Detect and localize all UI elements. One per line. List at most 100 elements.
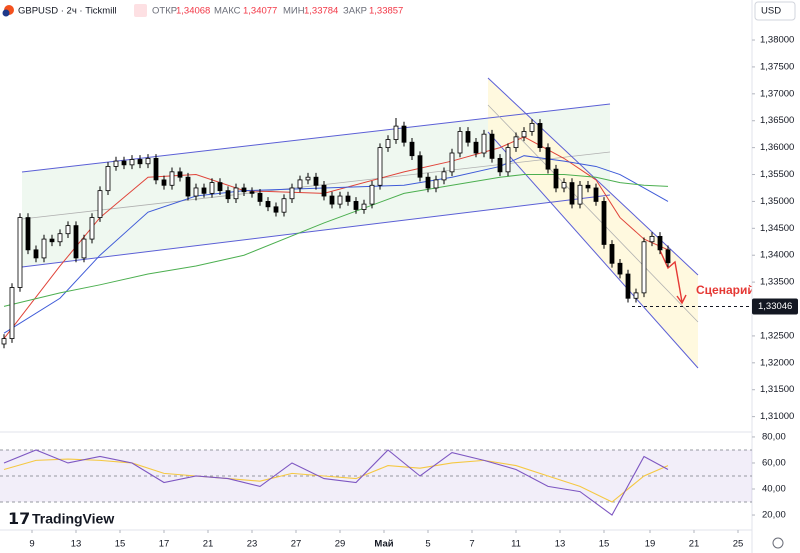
candle-body [193,187,199,197]
brand: TradingView [32,511,114,527]
candle-body [481,133,487,154]
y-tick-label: 80,00 [762,431,786,442]
candle-body [161,179,167,186]
rsi-line [3,458,669,503]
candle-body [441,171,447,181]
candle-body [241,187,247,193]
candle-body [137,159,143,165]
last-price-label: 1,33046 [758,301,792,312]
candle-body [417,155,423,178]
close-label: ЗАКР [343,6,367,17]
candle-body [17,217,23,288]
candle-body [273,206,279,213]
candle-body [401,125,407,143]
candle-body [265,201,271,208]
moving-average [3,136,669,339]
candle-body [489,133,495,159]
candle-body [361,203,367,210]
currency[interactable]: USD [761,6,781,17]
candle-body [41,238,47,259]
x-tick-label: 9 [29,539,34,550]
candle-body [33,249,39,259]
x-tick-label: 19 [645,539,656,550]
x-tick-label: 13 [555,539,566,550]
candle-body [105,166,111,192]
candle-body [185,176,191,197]
candle-body [529,123,535,132]
candle-body [9,287,15,340]
x-tick-label: 21 [203,539,214,550]
candle-body [553,168,559,189]
y-tick-label: 1,36000 [760,142,794,153]
candle-body [321,184,327,197]
candle-body [337,195,343,205]
channel-line [487,131,699,369]
candle-body [641,241,647,294]
candle-body [65,225,71,235]
channel-line [21,194,611,268]
y-tick-label: 1,36500 [760,115,794,126]
low-label: МИН [283,6,305,17]
candle-body [649,235,655,243]
annotation: Сценарий [696,283,755,297]
candle-body [433,179,439,189]
low-value: 1,33784 [304,6,338,17]
rsi-line [3,449,669,516]
candle-body [353,201,359,210]
candle-body [561,182,567,189]
x-tick-label: 5 [425,539,430,550]
candle-body [129,159,135,166]
candle-body [577,184,583,205]
high-label: МАКС [214,6,241,17]
y-tick-label: 1,32000 [760,357,794,368]
y-tick-label: 1,35000 [760,196,794,207]
candle-body [617,262,623,275]
open-value: 1,34068 [176,6,210,17]
candle-body [473,141,479,154]
candle-body [281,198,287,213]
candle-body [657,235,663,251]
last-price-box [752,298,798,315]
settings-icon[interactable] [772,537,784,549]
candle-body [73,225,79,259]
candle-body [425,176,431,189]
x-tick-label: 25 [733,539,744,550]
candle-body [145,157,151,165]
candle-body [89,217,95,240]
candle-body [521,131,527,138]
open-label: ОТКР [152,6,177,17]
y-tick-label: 1,32500 [760,330,794,341]
candle-body [545,147,551,170]
candle-body [57,233,63,243]
y-tick-label: 20,00 [762,510,786,521]
candle-body [569,182,575,205]
y-tick-label: 1,37000 [760,88,794,99]
candle-body [81,238,87,259]
candle-body [225,190,231,200]
candle-body [257,192,263,202]
currency-button[interactable] [754,1,796,21]
x-tick-label: 21 [689,539,700,550]
brand-logo: 𝟭𝟳 [8,511,30,528]
candle-body [209,182,215,194]
candle-body [177,171,183,178]
y-tick-label: 1,34000 [760,250,794,261]
x-tick-label: 7 [469,539,474,550]
candle-body [665,249,671,264]
symbol: GBPUSD · 2ч · Tickmill [18,6,117,17]
channel-line [21,103,611,173]
y-tick-label: 1,31500 [760,384,794,395]
candle-body [289,187,295,200]
x-tick-label: 11 [511,539,521,550]
candle-body [385,139,391,149]
candle-body [537,123,543,149]
candle-body [113,160,119,167]
candle-body [169,171,175,186]
x-tick-label: 29 [335,539,346,550]
candle-body [313,176,319,186]
candle-body [625,273,631,299]
candle-body [505,147,511,173]
candle-body [393,125,399,140]
candle-body [449,152,455,173]
